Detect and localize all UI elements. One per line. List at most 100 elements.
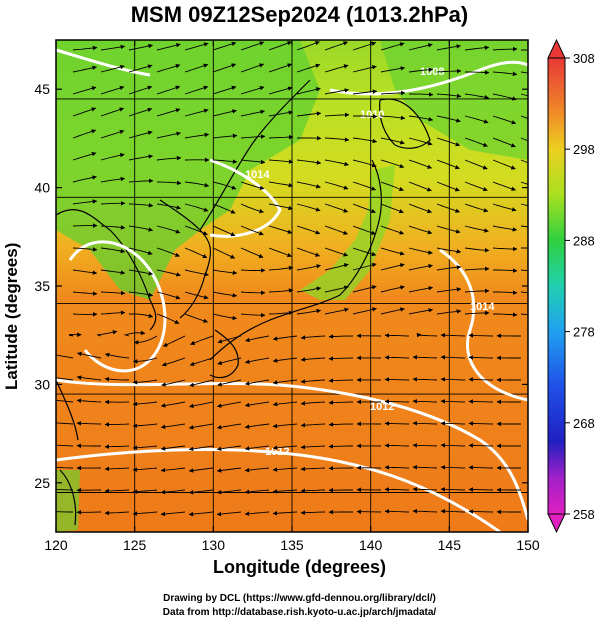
streamline — [128, 154, 154, 161]
streamline — [184, 108, 209, 117]
streamline — [104, 488, 130, 494]
streamline — [184, 291, 209, 300]
streamline — [408, 115, 434, 122]
streamline — [132, 511, 158, 516]
streamline — [296, 225, 321, 235]
streamline — [300, 335, 326, 340]
streamline — [384, 443, 410, 448]
streamline — [244, 423, 270, 429]
streamline — [72, 269, 98, 275]
streamline — [100, 153, 125, 161]
streamline — [212, 41, 237, 51]
colorbar-tick-label: 278 — [573, 325, 595, 340]
streamline — [384, 509, 410, 514]
streamline — [464, 115, 489, 124]
streamline — [100, 247, 126, 254]
streamline — [520, 203, 528, 207]
streamline — [464, 247, 490, 253]
streamline — [328, 400, 354, 405]
streamline — [300, 488, 326, 494]
x-tick-label: 130 — [202, 537, 226, 553]
streamline — [268, 310, 294, 316]
streamline — [216, 467, 242, 473]
streamline — [436, 309, 462, 315]
contour-label: 1008 — [420, 66, 444, 78]
streamline — [296, 286, 322, 293]
streamline — [384, 355, 410, 360]
streamline — [352, 247, 377, 257]
streamline — [440, 508, 466, 514]
streamline — [212, 159, 238, 164]
streamline — [520, 93, 528, 97]
streamline — [464, 45, 490, 51]
streamline — [244, 511, 270, 516]
streamline — [324, 64, 349, 73]
streamline — [272, 335, 298, 341]
streamline — [436, 93, 462, 99]
streamline — [156, 131, 181, 139]
streamline — [240, 268, 266, 273]
streamline — [72, 291, 98, 296]
streamline — [76, 375, 102, 381]
streamline — [56, 422, 74, 425]
streamline — [216, 423, 242, 430]
streamline — [436, 203, 461, 213]
streamline — [100, 310, 126, 315]
streamline — [160, 489, 186, 495]
streamline — [468, 421, 494, 426]
streamline — [132, 445, 158, 450]
streamline — [436, 115, 461, 123]
streamline — [156, 108, 181, 117]
streamline — [465, 70, 490, 75]
streamline — [328, 444, 353, 449]
streamline — [520, 137, 528, 142]
streamline — [412, 354, 438, 360]
streamline — [464, 266, 490, 272]
streamline — [217, 379, 242, 387]
streamline — [272, 401, 298, 407]
streamline — [352, 203, 376, 214]
streamline — [440, 443, 466, 448]
streamline — [436, 44, 462, 51]
streamline — [300, 357, 326, 362]
streamline — [380, 90, 406, 96]
y-tick-label: 25 — [34, 475, 50, 491]
streamline — [212, 109, 237, 117]
streamline — [184, 203, 209, 212]
contour-label: 1012 — [265, 446, 289, 458]
streamline — [72, 45, 98, 51]
streamline — [160, 445, 186, 451]
isobars — [56, 48, 528, 532]
colorbar: 308 298 288 278 268 258 — [547, 38, 595, 534]
streamline — [520, 269, 528, 272]
streamline — [156, 291, 181, 300]
streamline — [468, 487, 494, 492]
streamline — [160, 401, 186, 408]
streamline — [100, 176, 126, 183]
streamline — [380, 225, 405, 235]
streamline — [464, 203, 489, 213]
streamline — [184, 247, 208, 259]
streamline — [352, 89, 378, 95]
streamline — [76, 398, 102, 403]
streamline — [184, 269, 209, 277]
streamline — [132, 401, 158, 407]
streamline — [324, 137, 350, 142]
streamline — [128, 269, 154, 276]
streamline — [296, 203, 321, 212]
streamline — [129, 313, 154, 318]
streamline — [216, 511, 242, 517]
streamline — [100, 44, 126, 51]
credit-data: Data from http://database.rish.kyoto-u.a… — [162, 607, 437, 618]
streamline — [492, 181, 517, 191]
streamline — [189, 379, 214, 387]
streamline — [240, 63, 265, 73]
streamline — [184, 313, 209, 323]
streamline — [212, 247, 236, 259]
streamline — [240, 159, 266, 165]
streamline — [464, 181, 488, 192]
streamline — [212, 313, 238, 321]
streamline — [212, 291, 238, 298]
streamline — [296, 63, 321, 73]
streamline — [324, 41, 349, 51]
